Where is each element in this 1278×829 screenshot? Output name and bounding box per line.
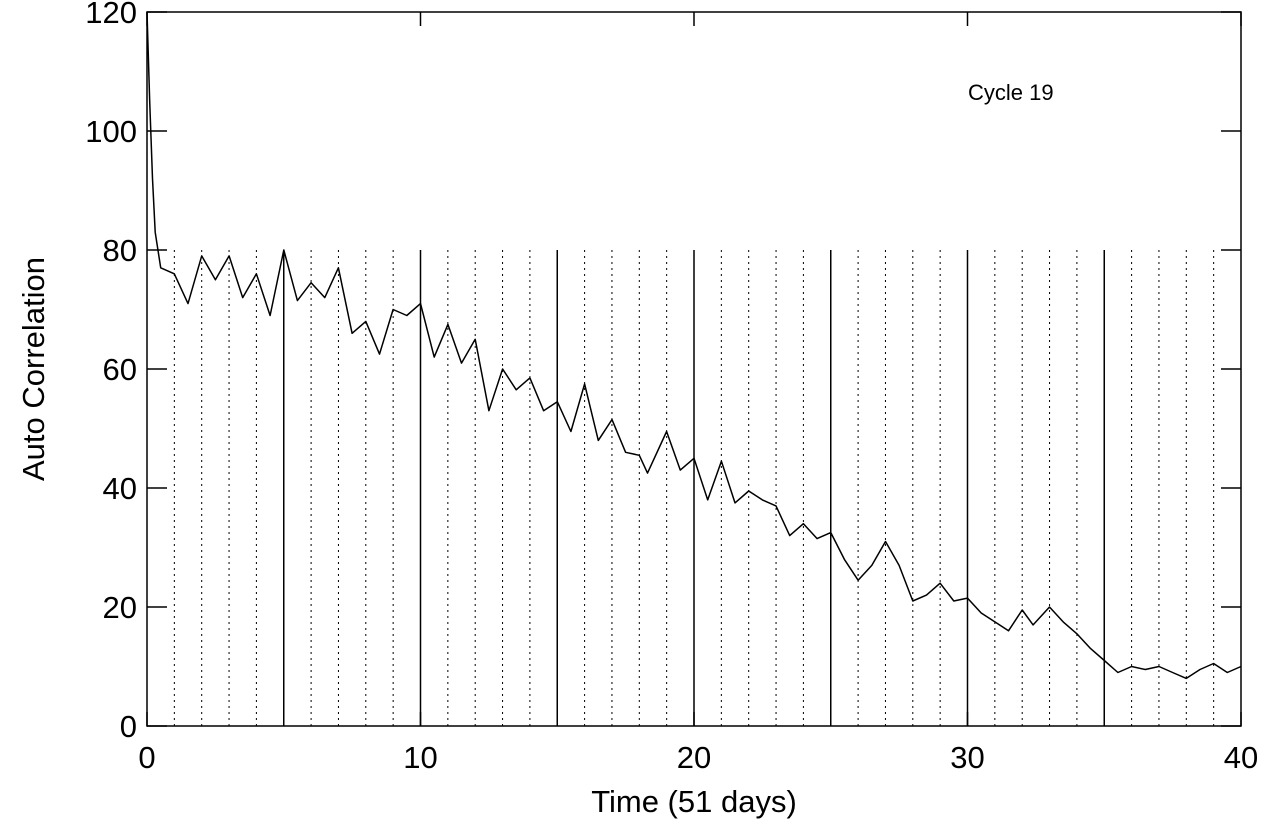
y-axis-label: Auto Correlation bbox=[16, 257, 51, 481]
y-tick-label: 0 bbox=[120, 709, 137, 744]
annotation: Cycle 19 bbox=[968, 80, 1054, 105]
x-tick-label: 10 bbox=[403, 740, 437, 775]
y-tick-label: 120 bbox=[85, 0, 137, 30]
x-tick-label: 30 bbox=[950, 740, 984, 775]
x-tick-label: 40 bbox=[1224, 740, 1258, 775]
y-tick-label: 20 bbox=[103, 590, 137, 625]
x-tick-label: 0 bbox=[138, 740, 155, 775]
y-tick-label: 80 bbox=[103, 233, 137, 268]
x-axis-label: Time (51 days) bbox=[591, 784, 797, 819]
y-tick-label: 40 bbox=[103, 471, 137, 506]
y-tick-label: 60 bbox=[103, 352, 137, 387]
data-line bbox=[146, 11, 1242, 680]
y-tick-label: 100 bbox=[85, 114, 137, 149]
x-tick-label: 20 bbox=[677, 740, 711, 775]
